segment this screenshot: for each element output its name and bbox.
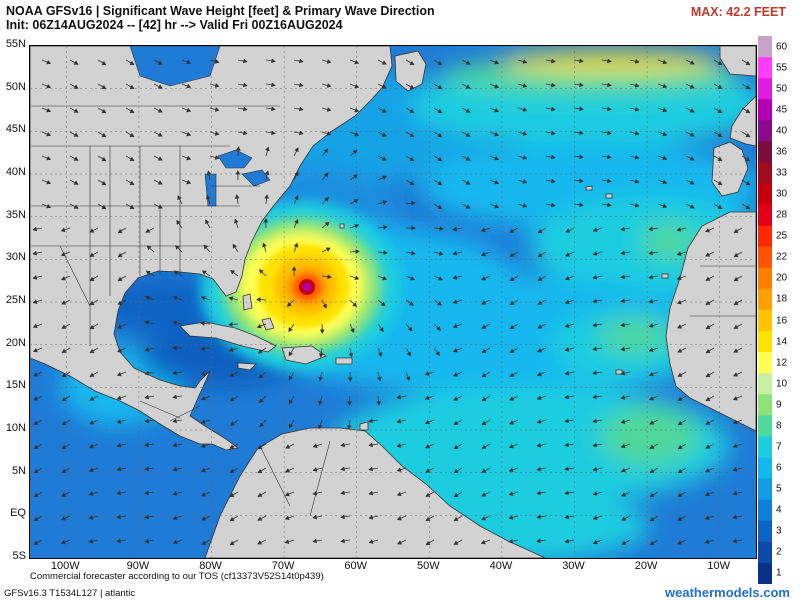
colorbar-label: 45: [776, 104, 788, 116]
longitude-label: 20W: [634, 560, 658, 572]
colorbar-label: 25: [776, 230, 788, 242]
colorbar-label: 4: [776, 504, 782, 516]
colorbar-swatch: [758, 99, 772, 121]
latitude-label: 55N: [5, 38, 26, 50]
map-canvas: [30, 46, 756, 558]
borders: [30, 105, 756, 517]
colorbar-swatch: [758, 310, 772, 332]
colorbar-label: 3: [776, 525, 782, 537]
colorbar-swatch: [758, 120, 772, 142]
colorbar-label: 16: [776, 315, 788, 327]
colorbar-swatch: [758, 541, 772, 564]
latitude-label: 10N: [5, 422, 26, 434]
colorbar-swatch: [758, 499, 772, 522]
tos-notice: Commercial forecaster according to our T…: [30, 571, 324, 582]
longitude-label: 90W: [126, 560, 150, 572]
colorbar-swatch: [758, 415, 772, 437]
colorbar-swatch: [758, 183, 772, 206]
longitude-label: 40W: [489, 560, 513, 572]
latitude-label: 15N: [5, 379, 26, 392]
colorbar-swatch: [758, 225, 772, 248]
colorbar-label: 40: [776, 125, 788, 137]
colorbar-swatch: [758, 288, 772, 311]
colorbar-label: 36: [776, 146, 788, 158]
colorbar-label: 12: [776, 357, 788, 369]
longitude-label: 30W: [562, 560, 585, 572]
wave-height-map: [29, 45, 757, 559]
colorbar-label: 14: [776, 336, 788, 348]
colorbar-swatch: [758, 78, 772, 100]
brand-link[interactable]: weathermodels.com: [665, 585, 790, 600]
latitude-label: EQ: [10, 507, 26, 520]
colorbar-swatch: [758, 57, 772, 79]
longitude-label: 10W: [707, 560, 730, 572]
colorbar-swatch: [758, 36, 772, 58]
colorbar-label: 50: [776, 83, 788, 95]
latitude-label: 25N: [5, 294, 26, 306]
colorbar-swatch: [758, 352, 772, 374]
colorbar-swatch: [758, 394, 772, 416]
colorbar-label: 18: [776, 293, 788, 305]
colorbar-swatch: [758, 246, 772, 269]
colorbar: [758, 36, 772, 584]
colorbar-swatch: [758, 562, 772, 584]
colorbar-label: 9: [776, 399, 782, 411]
colorbar-swatch: [758, 267, 772, 290]
colorbar-label: 6: [776, 462, 782, 474]
map-title: NOAA GFSv16 | Significant Wave Height [f…: [6, 4, 435, 18]
colorbar-label: 10: [776, 378, 788, 390]
longitude-label: 80W: [199, 560, 222, 572]
latitude-label: 35N: [5, 208, 26, 221]
colorbar-label: 55: [776, 62, 788, 74]
colorbar-label: 22: [776, 251, 788, 263]
colorbar-swatch: [758, 436, 772, 459]
longitude-label: 60W: [344, 560, 367, 572]
latitude-label: 45N: [5, 123, 26, 136]
colorbar-label: 1: [776, 567, 782, 579]
latitude-label: 30N: [5, 251, 26, 264]
colorbar-swatch: [758, 162, 772, 185]
init-valid-line: Init: 06Z14AUG2024 -- [42] hr --> Valid …: [6, 18, 343, 32]
colorbar-swatch: [758, 141, 772, 163]
longitude-label: 50W: [416, 560, 440, 572]
latitude-label: 5S: [12, 550, 26, 562]
colorbar-swatch: [758, 204, 772, 227]
colorbar-label: 30: [776, 188, 788, 200]
latitude-label: 5N: [11, 464, 26, 477]
longitude-label: 70W: [271, 560, 295, 572]
latitude-label: 20N: [5, 336, 26, 349]
colorbar-label: 20: [776, 272, 788, 284]
colorbar-swatch: [758, 373, 772, 395]
colorbar-label: 7: [776, 441, 782, 453]
colorbar-label: 8: [776, 420, 782, 432]
longitude-label: 100W: [50, 560, 80, 572]
wave-direction-arrows: [32, 58, 751, 546]
colorbar-swatch: [758, 478, 772, 501]
colorbar-label: 2: [776, 546, 782, 558]
colorbar-swatch: [758, 331, 772, 353]
colorbar-label: 5: [776, 483, 782, 495]
colorbar-swatch: [758, 457, 772, 480]
model-info: GFSv16.3 T1534L127 | atlantic: [4, 588, 136, 599]
max-wave-height: MAX: 42.2 FEET: [690, 5, 786, 19]
colorbar-swatch: [758, 520, 772, 543]
colorbar-label: 28: [776, 209, 788, 221]
colorbar-label: 60: [776, 41, 788, 53]
colorbar-label: 33: [776, 167, 788, 179]
latitude-label: 40N: [5, 166, 26, 178]
latitude-label: 50N: [5, 80, 26, 93]
